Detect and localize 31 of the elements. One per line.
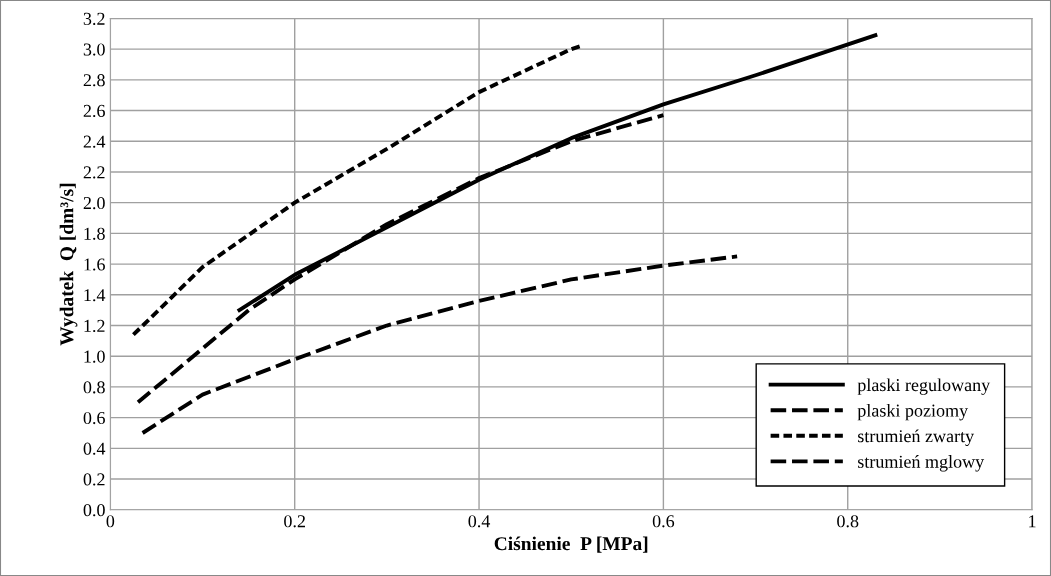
legend-label: strumień mglowy bbox=[858, 455, 985, 472]
y-tick-label: 2.4 bbox=[83, 135, 106, 148]
x-tick-label: 0.6 bbox=[652, 515, 675, 528]
y-axis-title: Wydatek Q [dm³/s] bbox=[59, 183, 78, 346]
x-tick-label: 1 bbox=[1029, 515, 1036, 528]
legend-label: plaski regulowany bbox=[857, 378, 991, 395]
y-tick-label: 2.8 bbox=[83, 74, 105, 87]
y-tick-label: 3.2 bbox=[83, 12, 105, 25]
x-tick-label: 0 bbox=[106, 515, 115, 528]
y-tick-label: 0.4 bbox=[83, 442, 106, 455]
x-tick-label: 0.2 bbox=[284, 515, 305, 528]
y-tick-label: 1.4 bbox=[84, 289, 106, 302]
y-tick-label: 1.2 bbox=[84, 319, 105, 333]
line-series bbox=[140, 254, 740, 435]
y-tick-label: 0.8 bbox=[83, 381, 105, 394]
y-tick-label: 2.2 bbox=[83, 166, 105, 179]
y-tick-label: 1.6 bbox=[84, 258, 105, 271]
y-tick-label: 1.0 bbox=[84, 350, 105, 363]
legend-label: plaski poziomy bbox=[857, 404, 969, 421]
y-tick-label: 0.2 bbox=[83, 473, 105, 486]
x-tick-label: 0.8 bbox=[837, 515, 859, 528]
y-tick-label: 0.0 bbox=[83, 504, 105, 517]
legend-label: strumień zwarty bbox=[858, 429, 975, 446]
line-series bbox=[131, 44, 583, 337]
y-tick-label: 0.6 bbox=[83, 411, 105, 425]
y-tick-label: 1.8 bbox=[84, 227, 105, 240]
y-tick-label: 3.0 bbox=[83, 43, 105, 56]
x-tick-label: 0.4 bbox=[468, 515, 491, 528]
y-tick-label: 2.0 bbox=[83, 196, 105, 210]
y-tick-label: 2.6 bbox=[83, 104, 105, 118]
x-axis-title: Ciśnienie P [MPa] bbox=[494, 536, 648, 553]
